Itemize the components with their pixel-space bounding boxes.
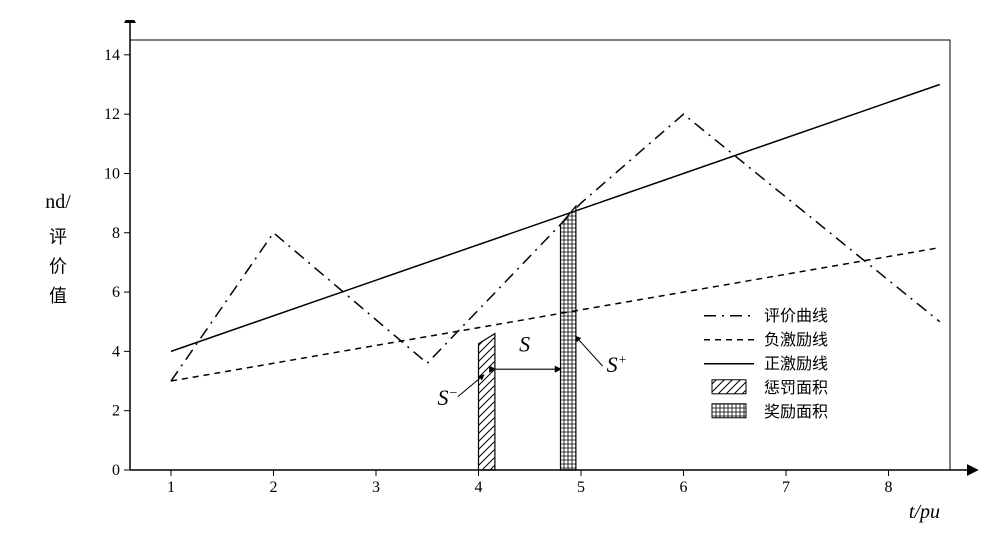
x-tick-label: 5: [577, 479, 585, 496]
y-axis-title-1: 评: [49, 227, 67, 247]
y-tick-label: 8: [112, 225, 120, 242]
x-tick-label: 2: [270, 479, 278, 496]
anno-s-minus: S−: [438, 385, 458, 410]
x-tick-label: 3: [372, 479, 380, 496]
legend-label: 奖励面积: [764, 403, 828, 421]
x-tick-label: 7: [782, 479, 790, 496]
y-axis-title-2: 价: [49, 256, 67, 276]
y-axis-unit: nd/: [45, 191, 71, 213]
legend-label: 评价曲线: [764, 307, 828, 325]
y-axis-title-3: 值: [49, 286, 67, 306]
x-tick-label: 8: [885, 479, 893, 496]
chart-container: 1234567802468101214nd/评价值t/puSS−S+评价曲线负激…: [20, 20, 980, 524]
anno-s-plus: S+: [607, 352, 627, 377]
y-tick-label: 4: [112, 343, 120, 360]
x-tick-label: 1: [167, 479, 175, 496]
anno-s: S: [519, 331, 530, 356]
x-tick-label: 6: [680, 479, 688, 496]
y-tick-label: 0: [112, 462, 120, 479]
y-tick-label: 14: [104, 47, 120, 64]
legend-label: 惩罚面积: [764, 379, 828, 397]
legend-label: 负激励线: [764, 331, 828, 349]
anno-s-plus-arrow: [576, 337, 603, 367]
legend-swatch: [712, 380, 746, 394]
reward-area: [561, 206, 576, 470]
x-tick-label: 4: [475, 479, 483, 496]
legend-label: 正激励线: [764, 355, 828, 373]
y-tick-label: 12: [104, 106, 120, 123]
chart-svg: 1234567802468101214nd/评价值t/puSS−S+评价曲线负激…: [20, 20, 980, 524]
x-axis-title: t/pu: [909, 501, 940, 523]
legend-swatch: [712, 404, 746, 418]
y-tick-label: 10: [104, 165, 120, 182]
y-tick-label: 2: [112, 403, 120, 420]
penalty-area: [479, 334, 495, 470]
y-tick-label: 6: [112, 284, 120, 301]
